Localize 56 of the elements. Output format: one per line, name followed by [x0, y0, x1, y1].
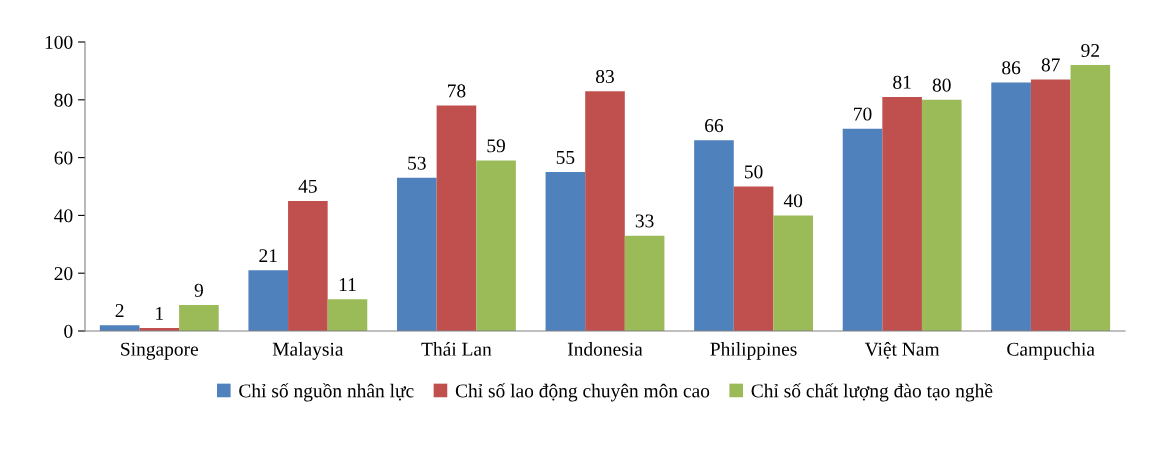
bar — [327, 299, 368, 331]
data-label: 1 — [156, 306, 163, 320]
legend-label: Chỉ số lao động chuyên môn cao — [455, 383, 710, 402]
bar — [694, 140, 734, 331]
bar — [397, 177, 437, 331]
bar — [436, 105, 477, 331]
bar — [476, 160, 516, 331]
bar — [921, 99, 962, 331]
x-tick-label: Indonesia — [567, 342, 643, 356]
x-tick-label: Thái Lan — [421, 342, 492, 356]
data-label: 11 — [339, 278, 356, 291]
x-tick-label: Campuchia — [1007, 342, 1095, 360]
data-label: 92 — [1081, 43, 1099, 57]
y-tick-label: 20 — [54, 267, 73, 281]
data-label: 40 — [783, 194, 803, 208]
legend-label: Chỉ số nguồn nhân lực — [239, 383, 414, 402]
legend-label: Chỉ số chất lượng đào tạo nghề — [751, 383, 993, 402]
data-label: 53 — [408, 156, 426, 170]
x-tick-label: Singapore — [121, 342, 199, 360]
y-tick-label: 60 — [54, 151, 73, 165]
y-tick-label: 80 — [54, 93, 73, 107]
data-label: 81 — [893, 75, 911, 89]
bar — [773, 215, 813, 331]
data-label: 59 — [487, 139, 505, 153]
x-tick-label: Malaysia — [272, 342, 344, 360]
bar — [585, 91, 625, 331]
y-tick-label: 0 — [64, 324, 73, 338]
data-label: 86 — [1002, 61, 1021, 75]
bar — [545, 172, 586, 331]
bar — [248, 270, 289, 331]
data-label: 66 — [705, 119, 724, 133]
bar — [624, 235, 665, 331]
x-tick-label: Việt Nam — [864, 342, 940, 359]
y-tick-label: 100 — [45, 35, 73, 49]
y-tick-label: 40 — [54, 209, 73, 223]
data-label: 70 — [854, 107, 872, 121]
bar — [288, 200, 328, 331]
bar — [1070, 65, 1111, 331]
bar — [1030, 79, 1071, 331]
data-label: 55 — [556, 151, 575, 164]
data-label: 2 — [115, 304, 124, 317]
data-label: 80 — [932, 78, 951, 92]
bar — [882, 96, 922, 331]
bar — [842, 128, 883, 331]
data-label: 83 — [596, 69, 614, 84]
data-label: 33 — [635, 214, 654, 228]
data-label: 78 — [447, 84, 466, 98]
data-label: 87 — [1041, 58, 1060, 72]
data-label: 45 — [298, 179, 317, 193]
data-label: 9 — [194, 283, 203, 297]
data-label: 21 — [259, 249, 277, 262]
bar — [733, 186, 774, 331]
data-label: 50 — [744, 165, 763, 179]
x-tick-label: Philippines — [710, 342, 797, 360]
bar — [179, 304, 219, 331]
bar — [991, 82, 1031, 331]
